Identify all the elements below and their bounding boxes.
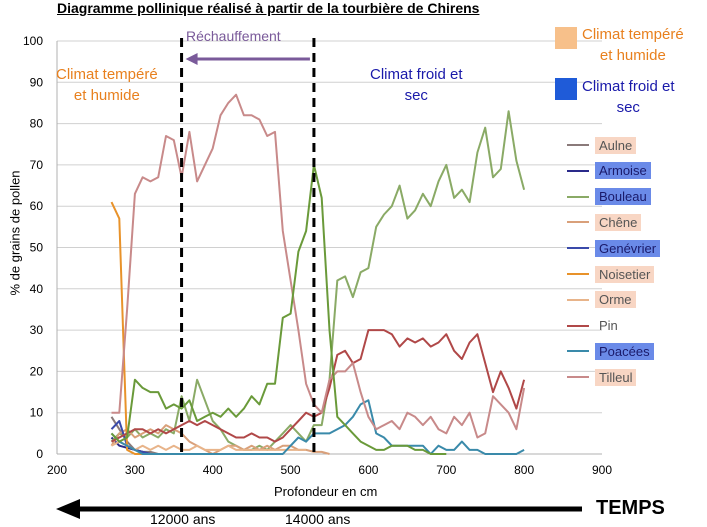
series-line-Orme	[111, 440, 307, 451]
y-tick-label: 100	[23, 34, 43, 48]
legend-label: Chêne	[595, 213, 642, 231]
y-tick-label: 50	[30, 241, 44, 255]
legend-label: Aulne	[595, 136, 637, 154]
legend-line	[567, 376, 589, 379]
legend-label: Orme	[595, 291, 636, 309]
x-tick-label: 300	[125, 463, 145, 477]
time-arrow-head	[56, 499, 80, 519]
y-tick-label: 20	[30, 364, 44, 378]
zone-left-line-1: Climat tempéré	[56, 66, 158, 83]
y-tick-label: 0	[36, 447, 43, 461]
legend-cold-line-1: Climat froid et	[582, 78, 675, 95]
zone-right-line-1: Climat froid et	[370, 66, 463, 83]
legend-temperate-line-1: Climat tempéré	[582, 26, 684, 43]
legend-cold: Climat froid et sec	[582, 76, 675, 118]
legend-label: Bouleau	[595, 188, 651, 206]
legend-item: Tilleul	[567, 368, 637, 386]
y-tick-label: 10	[30, 406, 44, 420]
legend-label: Genévrier	[595, 239, 661, 257]
y-tick-label: 60	[30, 199, 44, 213]
x-tick-label: 400	[203, 463, 223, 477]
x-tick-label: 200	[47, 463, 67, 477]
legend-line	[567, 298, 589, 301]
y-tick-label: 80	[30, 117, 44, 131]
legend-cold-line-2: sec	[616, 99, 640, 116]
legend-line	[567, 169, 589, 172]
legend-item: Bouleau	[567, 188, 651, 206]
legend-line	[567, 144, 589, 146]
legend-line	[567, 273, 589, 275]
legend-label: Poacées	[595, 342, 654, 360]
legend-swatch-temperate	[555, 27, 577, 49]
y-tick-label: 40	[30, 282, 44, 296]
legend-line	[567, 221, 589, 224]
y-axis-label: % de grains de pollen	[7, 170, 23, 296]
series-line-unnamed-10	[110, 163, 447, 455]
legend-line	[567, 247, 589, 250]
time-arrow-label: TEMPS	[596, 497, 665, 519]
legend-item: Noisetier	[567, 265, 655, 283]
zone-left-line-2: et humide	[73, 87, 140, 104]
warming-arrow-head	[185, 53, 198, 65]
x-tick-label: 500	[281, 463, 301, 477]
age-label-12000: 12000 ans	[150, 511, 216, 527]
legend-label: Tilleul	[595, 368, 637, 386]
legend-item: Orme	[567, 291, 636, 309]
chart-title: Diagramme pollinique réalisé à partir de…	[57, 0, 480, 16]
y-tick-label: 90	[30, 75, 44, 89]
age-label-14000: 14000 ans	[285, 511, 351, 527]
legend-label: Armoise	[595, 162, 651, 180]
legend-item: Pin	[567, 317, 622, 335]
legend-label: Pin	[599, 318, 618, 334]
x-tick-label: 700	[436, 463, 456, 477]
legend-label: Noisetier	[595, 265, 655, 283]
legend-item: Armoise	[567, 162, 651, 180]
x-axis-label: Profondeur en cm	[274, 484, 378, 499]
series-line-Bouleau	[110, 110, 526, 451]
legend-item: Poacées	[567, 342, 654, 360]
legend-item: Genévrier	[567, 239, 661, 257]
warming-label: Réchauffement	[186, 28, 281, 44]
y-tick-label: 30	[30, 323, 44, 337]
legend-item: Aulne	[567, 136, 637, 154]
series-line-Tilleul	[111, 93, 526, 439]
series-line-Poacées	[110, 399, 525, 455]
y-tick-label: 70	[30, 158, 44, 172]
series-line-Pin	[111, 329, 526, 443]
legend-temperate-line-2: et humide	[599, 47, 666, 64]
zone-right-line-2: sec	[404, 87, 428, 104]
zone-right-label: Climat froid et sec	[370, 64, 463, 106]
legend-line	[567, 350, 589, 353]
legend-item: Chêne	[567, 213, 642, 231]
legend-line	[567, 195, 589, 198]
series-line-Noisetier	[110, 201, 143, 455]
x-tick-label: 800	[514, 463, 534, 477]
legend-line	[567, 324, 589, 327]
zone-left-label: Climat tempéré et humide	[56, 64, 158, 106]
legend-swatch-cold	[555, 78, 577, 100]
x-tick-label: 900	[592, 463, 612, 477]
legend-temperate: Climat tempéré et humide	[582, 24, 684, 66]
x-tick-label: 600	[358, 463, 378, 477]
